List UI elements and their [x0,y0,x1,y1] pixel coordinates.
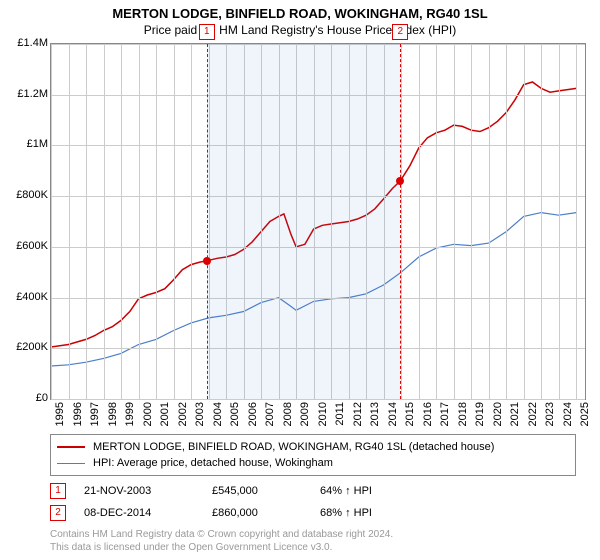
sale-marker-1: 1 [199,24,215,40]
x-axis-label: 2025 [579,402,600,426]
y-axis-label: £400K [8,291,48,303]
chart-area: 12 £0£200K£400K£600K£800K£1M£1.2M£1.4M19… [8,43,590,428]
chart-subtitle: Price paid vs. HM Land Registry's House … [0,23,600,37]
legend-swatch [57,463,85,464]
sale-index-box: 1 [50,483,66,499]
y-axis-label: £0 [8,392,48,404]
title-block: MERTON LODGE, BINFIELD ROAD, WOKINGHAM, … [0,0,600,39]
sale-marker-2: 2 [392,24,408,40]
legend-item: MERTON LODGE, BINFIELD ROAD, WOKINGHAM, … [57,439,569,455]
y-axis-label: £600K [8,240,48,252]
sale-hpi-diff: 64% ↑ HPI [320,480,410,502]
footer-line-1: Contains HM Land Registry data © Crown c… [50,528,576,541]
sale-price: £545,000 [212,480,302,502]
sale-index-box: 2 [50,505,66,521]
sale-date: 21-NOV-2003 [84,480,194,502]
sale-row: 2 08-DEC-2014 £860,000 68% ↑ HPI [50,502,576,524]
y-axis-label: £1M [8,138,48,150]
sale-row: 1 21-NOV-2003 £545,000 64% ↑ HPI [50,480,576,502]
legend-swatch [57,446,85,448]
chart-title: MERTON LODGE, BINFIELD ROAD, WOKINGHAM, … [0,6,600,21]
plot-region: 12 [50,43,586,400]
sale-date: 08-DEC-2014 [84,502,194,524]
y-axis-label: £200K [8,341,48,353]
sale-price: £860,000 [212,502,302,524]
y-axis-label: £1.2M [8,88,48,100]
legend: MERTON LODGE, BINFIELD ROAD, WOKINGHAM, … [50,434,576,476]
y-axis-label: £800K [8,189,48,201]
sale-hpi-diff: 68% ↑ HPI [320,502,410,524]
legend-label: MERTON LODGE, BINFIELD ROAD, WOKINGHAM, … [93,439,494,455]
sales-table: 1 21-NOV-2003 £545,000 64% ↑ HPI 2 08-DEC-201… [50,480,576,524]
y-axis-label: £1.4M [8,37,48,49]
legend-label: HPI: Average price, detached house, Woki… [93,455,333,471]
footer-line-2: This data is licensed under the Open Gov… [50,541,576,554]
chart-container: MERTON LODGE, BINFIELD ROAD, WOKINGHAM, … [0,0,600,560]
footer: Contains HM Land Registry data © Crown c… [50,528,576,554]
legend-item: HPI: Average price, detached house, Woki… [57,455,569,471]
